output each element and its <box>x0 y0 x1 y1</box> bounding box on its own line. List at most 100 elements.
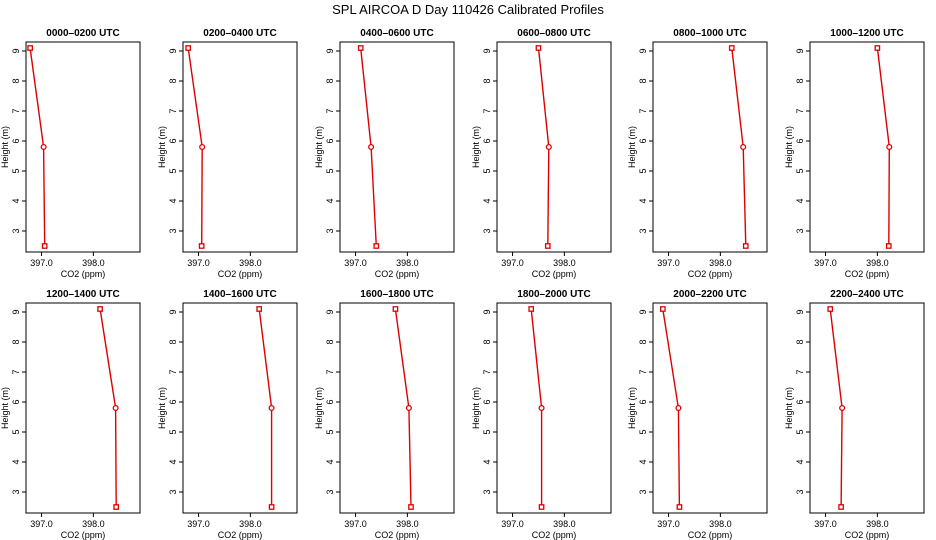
y-tick-label: 8 <box>482 339 492 344</box>
y-tick-label: 8 <box>168 78 178 83</box>
x-tick-label: 397.0 <box>187 519 210 529</box>
data-point <box>198 243 205 249</box>
data-point <box>41 243 48 249</box>
y-axis-label: Height (m) <box>627 126 637 168</box>
panel-title: 2200–2400 UTC <box>830 289 903 300</box>
data-point <box>535 45 542 51</box>
y-tick-label: 9 <box>482 309 492 314</box>
panel-title: 0400–0600 UTC <box>360 28 433 39</box>
y-tick-label: 5 <box>168 429 178 434</box>
data-point <box>545 143 552 151</box>
data-point <box>392 306 399 312</box>
x-tick-label: 397.0 <box>657 258 680 268</box>
y-tick-label: 6 <box>11 138 21 143</box>
y-axis-label: Height (m) <box>471 126 481 168</box>
plot-frame <box>809 41 925 253</box>
data-point <box>112 404 119 412</box>
y-tick-label: 9 <box>11 309 21 314</box>
y-axis-label: Height (m) <box>157 387 167 429</box>
y-tick-label: 7 <box>325 108 335 113</box>
plot-frame <box>652 41 768 253</box>
y-tick-label: 3 <box>482 489 492 494</box>
x-axis-label: CO2 (ppm) <box>688 530 733 540</box>
data-point <box>827 306 834 312</box>
y-tick-label: 3 <box>482 228 492 233</box>
y-tick-label: 9 <box>11 48 21 53</box>
x-axis-label: CO2 (ppm) <box>61 530 106 540</box>
y-tick-label: 9 <box>168 48 178 53</box>
data-point <box>885 243 892 249</box>
y-axis-label: Height (m) <box>314 387 324 429</box>
x-tick-label: 398.0 <box>82 258 105 268</box>
plot-frame <box>496 302 612 514</box>
y-tick-label: 5 <box>482 429 492 434</box>
x-axis-label: CO2 (ppm) <box>688 269 733 279</box>
y-tick-label: 8 <box>11 78 21 83</box>
y-tick-label: 6 <box>638 399 648 404</box>
data-point <box>268 404 275 412</box>
y-tick-label: 5 <box>795 429 805 434</box>
x-tick-label: 398.0 <box>239 258 262 268</box>
y-tick-label: 6 <box>482 399 492 404</box>
y-tick-label: 4 <box>795 198 805 203</box>
y-tick-label: 5 <box>325 168 335 173</box>
data-point <box>740 143 747 151</box>
panel-title: 0000–0200 UTC <box>46 28 119 39</box>
x-tick-label: 398.0 <box>709 519 732 529</box>
data-point <box>874 45 881 51</box>
panel-title: 0200–0400 UTC <box>203 28 276 39</box>
y-tick-label: 7 <box>638 369 648 374</box>
y-tick-label: 9 <box>482 48 492 53</box>
y-tick-label: 8 <box>11 339 21 344</box>
y-tick-label: 8 <box>325 339 335 344</box>
data-point <box>405 404 412 412</box>
x-axis-label: CO2 (ppm) <box>845 269 890 279</box>
y-tick-label: 8 <box>638 78 648 83</box>
y-tick-label: 5 <box>168 168 178 173</box>
x-tick-label: 398.0 <box>553 519 576 529</box>
y-tick-label: 7 <box>325 369 335 374</box>
y-tick-label: 6 <box>482 138 492 143</box>
y-tick-label: 5 <box>11 429 21 434</box>
x-tick-label: 397.0 <box>344 258 367 268</box>
y-tick-label: 3 <box>638 489 648 494</box>
y-tick-label: 3 <box>638 228 648 233</box>
x-tick-label: 398.0 <box>866 258 889 268</box>
data-point <box>839 404 846 412</box>
y-tick-label: 7 <box>638 108 648 113</box>
data-point <box>676 504 683 510</box>
y-tick-label: 5 <box>325 429 335 434</box>
y-tick-label: 6 <box>325 399 335 404</box>
x-tick-label: 397.0 <box>814 519 837 529</box>
y-tick-label: 9 <box>325 48 335 53</box>
y-tick-label: 3 <box>795 489 805 494</box>
y-tick-label: 6 <box>325 138 335 143</box>
plot-frame <box>25 302 141 514</box>
data-point <box>97 306 103 312</box>
y-tick-label: 4 <box>168 459 178 464</box>
y-axis-label: Height (m) <box>784 126 794 168</box>
panel-title: 0600–0800 UTC <box>517 28 590 39</box>
plot-frame <box>339 41 455 253</box>
x-tick-label: 397.0 <box>344 519 367 529</box>
y-tick-label: 8 <box>795 339 805 344</box>
y-tick-label: 3 <box>325 228 335 233</box>
data-point <box>357 45 364 51</box>
x-tick-label: 397.0 <box>30 258 53 268</box>
y-tick-label: 7 <box>11 369 21 374</box>
y-tick-label: 3 <box>11 228 21 233</box>
y-tick-label: 4 <box>638 459 648 464</box>
data-point <box>256 306 263 312</box>
y-tick-label: 6 <box>11 399 21 404</box>
plot-frame <box>339 302 455 514</box>
plot-frame <box>809 302 925 514</box>
x-tick-label: 398.0 <box>396 519 419 529</box>
x-tick-label: 397.0 <box>30 519 53 529</box>
y-tick-label: 8 <box>325 78 335 83</box>
x-axis-label: CO2 (ppm) <box>218 269 263 279</box>
y-axis-label: Height (m) <box>157 126 167 168</box>
